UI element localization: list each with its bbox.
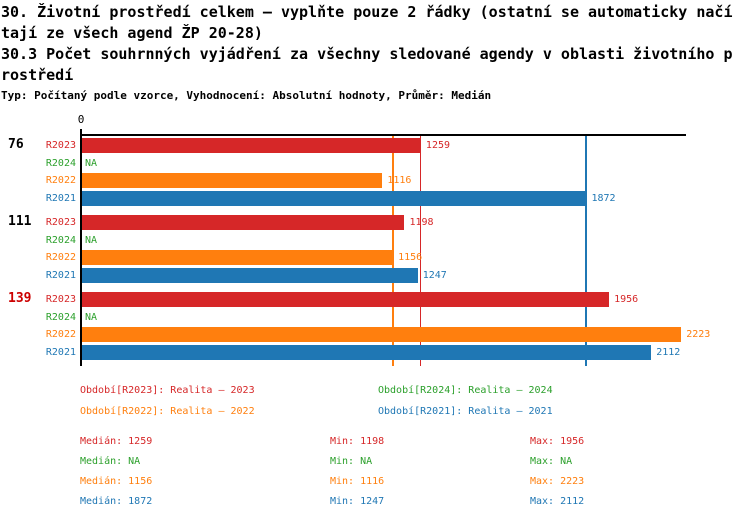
y-axis-line [80, 129, 82, 366]
bar-value-label: 1247 [422, 269, 447, 281]
legend-item-1: Období[R2023]: Realita – 2023 [80, 385, 255, 396]
row-label-R2022: R2022 [45, 175, 76, 186]
bar-R2022 [81, 250, 394, 265]
title-line-4: rostředí [1, 66, 74, 84]
bar-R2021 [81, 344, 652, 360]
chart-header: 30. Životní prostředí celkem – vyplňte p… [1, 2, 749, 103]
bar-R2022 [81, 173, 383, 188]
axis-origin-label: 0 [77, 113, 85, 126]
row-label-R2023: R2023 [45, 294, 76, 305]
bar-R2022 [81, 327, 682, 342]
bar-value-label: 1116 [387, 175, 412, 186]
title-line-2: tají ze všech agend ŽP 20-28) [1, 24, 263, 42]
stat-min-R2023: Min: 1198 [330, 436, 385, 447]
x-axis-line [80, 134, 686, 136]
bar-R2023 [81, 292, 610, 307]
stat-min-R2024: Min: NA [330, 456, 373, 467]
stat-median-R2022: Medián: 1156 [80, 476, 153, 487]
bar-value-label: 1872 [591, 192, 616, 204]
stat-median-R2021: Medián: 1872 [80, 496, 153, 507]
stat-min-R2022: Min: 1116 [330, 476, 385, 487]
stat-max-R2021: Max: 2112 [530, 496, 585, 507]
chart-meta-line: Typ: Počítaný podle vzorce, Vyhodnocení:… [1, 89, 492, 102]
bar-value-label: 1156 [398, 252, 423, 263]
bar-value-label: 2112 [656, 346, 681, 358]
row-label-R2024: R2024 [45, 311, 76, 323]
bar-na-label: NA [85, 157, 98, 169]
row-label-R2024: R2024 [45, 157, 76, 169]
bar-R2021 [81, 267, 418, 283]
bar-R2023 [81, 215, 405, 230]
group-label: 76 [8, 137, 24, 152]
bar-na-label: NA [85, 234, 98, 246]
bar-value-label: 1956 [614, 294, 639, 305]
legend-item-3: Období[R2022]: Realita – 2022 [80, 406, 255, 417]
group-label: 139 [8, 291, 32, 306]
stat-median-R2023: Medián: 1259 [80, 436, 153, 447]
row-label-R2023: R2023 [45, 140, 76, 151]
row-label-R2021: R2021 [45, 192, 76, 204]
title-line-1: 30. Životní prostředí celkem – vyplňte p… [1, 3, 733, 21]
median-line-R2023 [419, 136, 422, 366]
title-line-3: 30.3 Počet souhrnných vyjádření za všech… [1, 45, 733, 63]
stat-median-R2024: Medián: NA [80, 456, 141, 467]
bar-value-label: 1259 [425, 140, 451, 151]
median-line-R2021 [585, 136, 587, 366]
bar-value-label: 2223 [686, 329, 711, 340]
group-label: 111 [8, 214, 32, 229]
legend-item-2: Období[R2024]: Realita – 2024 [378, 385, 553, 396]
bar-R2021 [81, 190, 587, 206]
row-label-R2022: R2022 [45, 252, 76, 263]
row-label-R2023: R2023 [45, 217, 76, 228]
legend-item-4: Období[R2021]: Realita – 2021 [378, 406, 553, 417]
row-label-R2022: R2022 [45, 329, 76, 340]
row-label-R2024: R2024 [45, 234, 76, 246]
stat-max-R2022: Max: 2223 [530, 476, 585, 487]
stat-min-R2021: Min: 1247 [330, 496, 385, 507]
bar-R2023 [81, 138, 421, 153]
stat-max-R2024: Max: NA [530, 456, 573, 467]
row-label-R2021: R2021 [45, 269, 76, 281]
bar-na-label: NA [85, 311, 98, 323]
stat-max-R2023: Max: 1956 [530, 436, 585, 447]
bar-value-label: 1198 [409, 217, 434, 228]
row-label-R2021: R2021 [45, 346, 76, 358]
